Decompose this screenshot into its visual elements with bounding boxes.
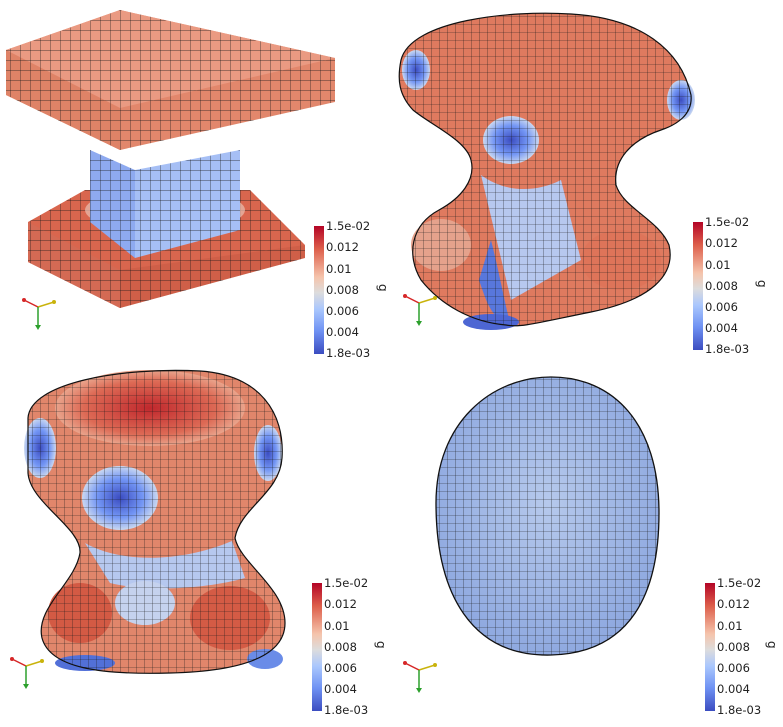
mesh-rounded-block (24, 369, 286, 674)
colorbar-tick: 0.008 (326, 283, 359, 297)
axes-triad (6, 651, 46, 695)
colorbar-tick: 0.004 (324, 682, 357, 696)
mesh-undeformed-block (6, 10, 335, 308)
colorbar-tick: 0.01 (326, 262, 352, 276)
colorbar-tick: 0.004 (326, 325, 359, 339)
colorbar-tick: 0.004 (705, 321, 738, 335)
colorbar-tick: 0.006 (705, 300, 738, 314)
axes-triad (399, 655, 439, 699)
colorbar-min-label: 1.8e-03 (324, 703, 369, 717)
colorbar: 1.5e-02 0.012 0.01 0.008 0.006 0.004 1.8… (314, 220, 394, 360)
colorbar-tick: 0.01 (324, 619, 350, 633)
colorbar-tick: 0.012 (705, 236, 738, 250)
colorbar: 1.5e-02 0.012 0.01 0.008 0.006 0.004 1.8… (693, 216, 773, 356)
colorbar-min-label: 1.8e-03 (717, 703, 762, 717)
colorbar-tick: 0.012 (324, 597, 357, 611)
colorbar-min-label: 1.8e-03 (326, 346, 371, 360)
axes-triad (18, 292, 58, 336)
colorbar-title: g (755, 280, 769, 288)
colorbar-max-label: 1.5e-02 (717, 576, 762, 590)
panel-bottom-right: 1.5e-02 0.012 0.01 0.008 0.006 0.004 1.8… (391, 363, 783, 727)
mesh-deformed-block (398, 12, 695, 330)
colorbar-max-label: 1.5e-02 (705, 215, 750, 229)
colorbar: 1.5e-02 0.012 0.01 0.008 0.006 0.004 1.8… (312, 577, 392, 717)
colorbar-tick: 0.01 (705, 258, 731, 272)
colorbar-tick: 0.008 (705, 279, 738, 293)
colorbar-max-label: 1.5e-02 (324, 576, 369, 590)
colorbar-tick: 0.006 (324, 661, 357, 675)
colorbar-title: g (376, 284, 390, 292)
axes-triad (399, 288, 439, 332)
panel-bottom-left: 1.5e-02 0.012 0.01 0.008 0.006 0.004 1.8… (0, 363, 391, 727)
colorbar: 1.5e-02 0.012 0.01 0.008 0.006 0.004 1.8… (705, 577, 783, 717)
colorbar-tick: 0.012 (717, 597, 750, 611)
colorbar-tick: 0.008 (717, 640, 750, 654)
colorbar-tick: 0.006 (717, 661, 750, 675)
colorbar-title: g (765, 641, 779, 649)
colorbar-tick: 0.008 (324, 640, 357, 654)
colorbar-tick: 0.006 (326, 304, 359, 318)
colorbar-title: g (374, 641, 388, 649)
colorbar-max-label: 1.5e-02 (326, 219, 371, 233)
colorbar-tick: 0.012 (326, 240, 359, 254)
mesh-ellipsoid (435, 376, 660, 656)
panel-top-right: 1.5e-02 0.012 0.01 0.008 0.006 0.004 1.8… (391, 0, 783, 363)
colorbar-min-label: 1.8e-03 (705, 342, 750, 356)
panel-top-left: 1.5e-02 0.012 0.01 0.008 0.006 0.004 1.8… (0, 0, 391, 363)
colorbar-tick: 0.01 (717, 619, 743, 633)
colorbar-tick: 0.004 (717, 682, 750, 696)
